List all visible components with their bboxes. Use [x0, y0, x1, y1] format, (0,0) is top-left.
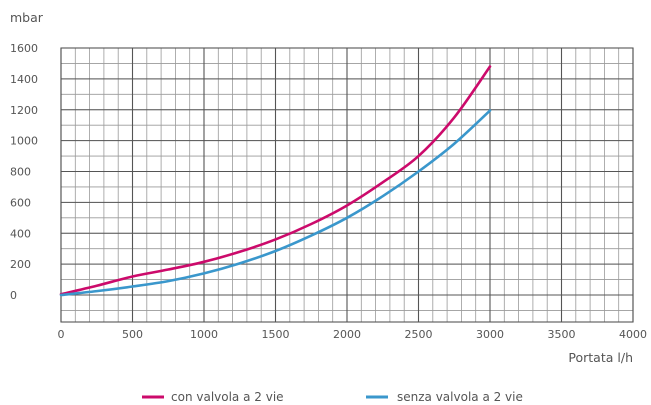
x-tick-label: 3000 — [476, 328, 504, 341]
major-grid — [60, 47, 634, 323]
y-tick-label: 200 — [10, 258, 31, 271]
y-tick-label: 1400 — [10, 73, 38, 86]
series-line-con-valvola — [59, 65, 492, 296]
legend-label-senza-valvola: senza valvola a 2 vie — [397, 390, 523, 404]
x-tick-label: 2500 — [405, 328, 433, 341]
x-tick-label: 1500 — [262, 328, 290, 341]
plot-border — [60, 47, 634, 323]
series-layer — [59, 65, 492, 297]
y-axis-title: mbar — [10, 10, 44, 25]
x-tick-label: 0 — [58, 328, 65, 341]
x-tick-label: 500 — [122, 328, 143, 341]
y-tick-label: 600 — [10, 196, 31, 209]
legend-label-con-valvola: con valvola a 2 vie — [171, 390, 284, 404]
tick-labels: 0 200 400 600 800 1000 1200 1400 1600 0 500 1000 150… — [10, 42, 647, 341]
x-tick-label: 3500 — [548, 328, 576, 341]
y-tick-label: 1600 — [10, 42, 38, 55]
x-tick-label: 1000 — [190, 328, 218, 341]
x-axis-title: Portata l/h — [568, 350, 633, 365]
x-tick-label: 2000 — [333, 328, 361, 341]
x-tick-label: 4000 — [619, 328, 647, 341]
y-tick-label: 0 — [10, 289, 17, 302]
series-line-senza-valvola — [59, 109, 492, 297]
legend: con valvola a 2 vie senza valvola a 2 vi… — [142, 390, 523, 404]
y-tick-label: 1200 — [10, 104, 38, 117]
y-tick-label: 800 — [10, 166, 31, 179]
y-tick-label: 1000 — [10, 135, 38, 148]
y-tick-label: 400 — [10, 227, 31, 240]
